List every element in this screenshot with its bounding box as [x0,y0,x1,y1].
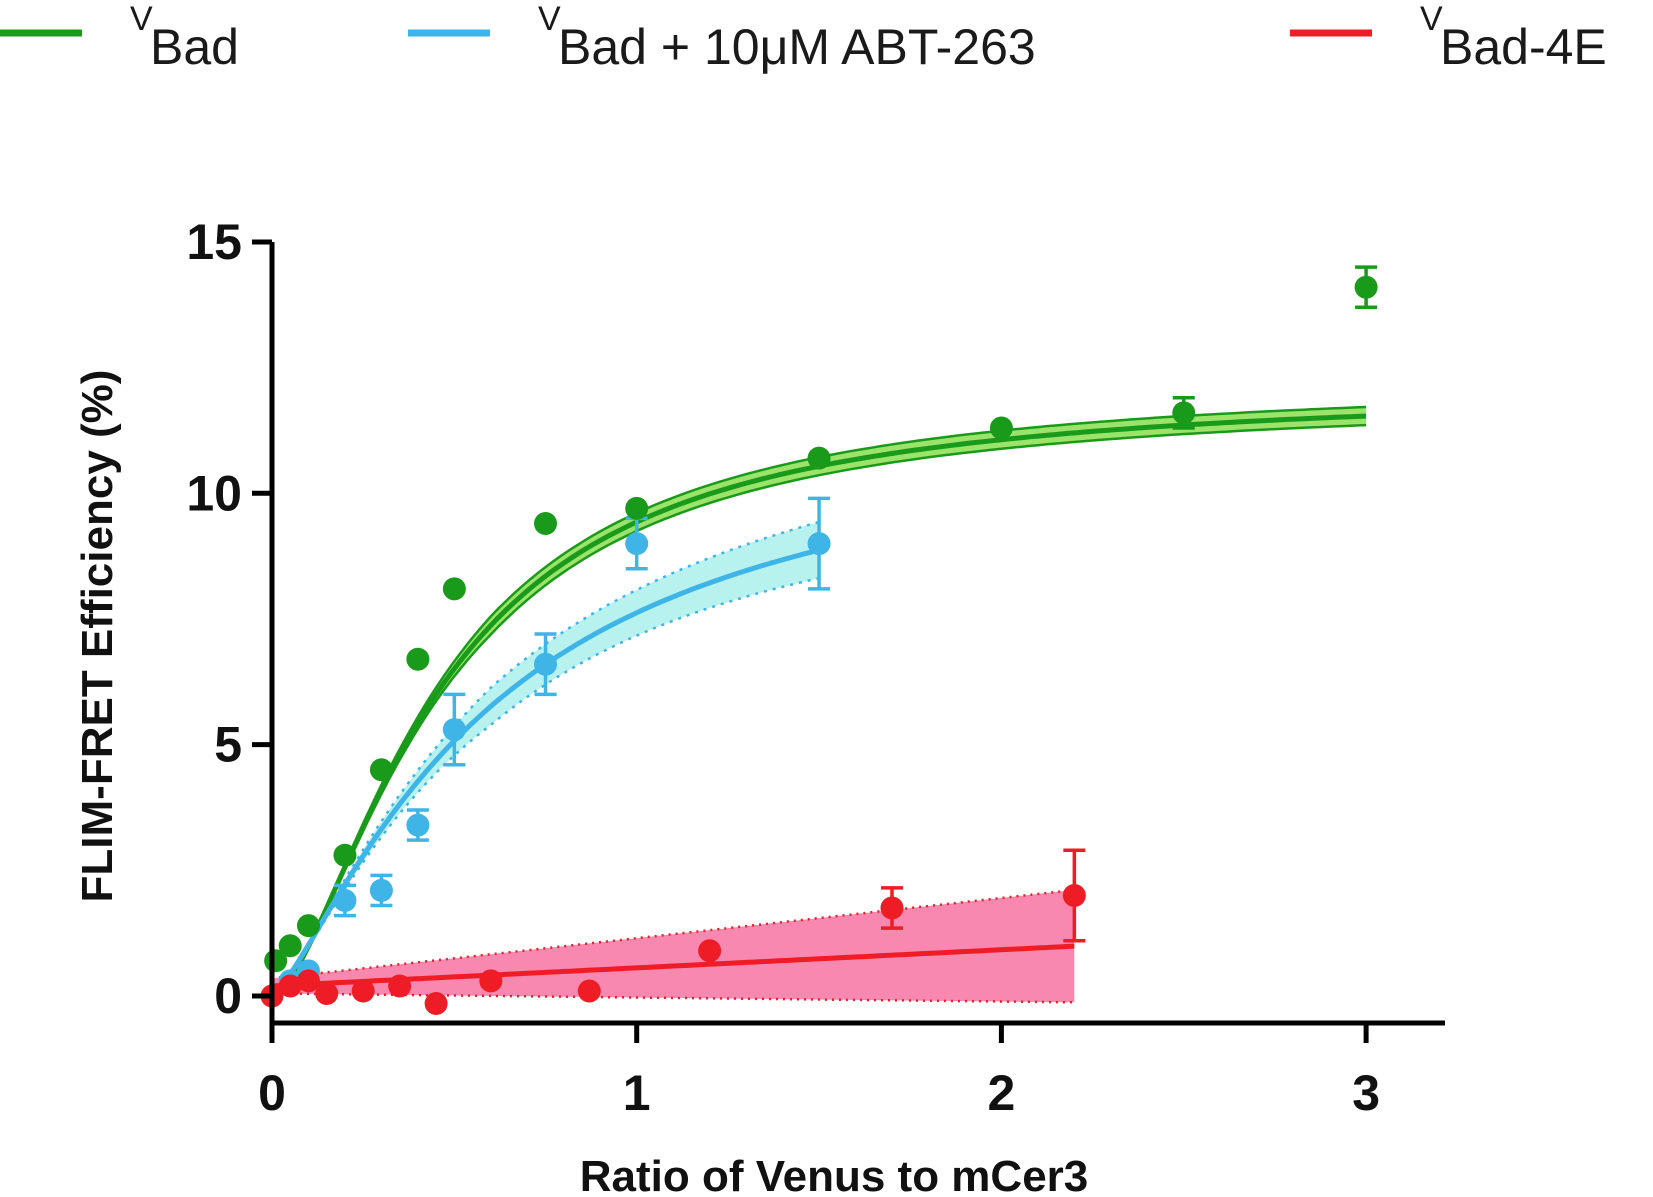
confidence-band-lower [271,423,1367,998]
data-point [333,843,357,867]
legend-label: Bad [150,19,239,75]
data-point [807,446,831,470]
data-point [369,878,393,902]
confidence-band-upper [271,520,820,997]
legend-label: Bad + 10μM ABT-263 [558,19,1036,75]
error-bars [333,265,1378,943]
y-tick-label: 5 [214,717,242,773]
axes: 0 5 10 15 0 1 2 3 [186,214,1445,1121]
data-point [351,979,375,1003]
data-points [260,275,1378,1016]
data-point [534,652,558,676]
y-tick-label: 15 [186,214,242,270]
data-point [577,979,601,1003]
data-point [698,939,722,963]
x-tick-label: 1 [623,1065,651,1121]
confidence-bands [271,405,1367,1004]
data-point [278,934,302,958]
y-tick-label: 0 [214,968,242,1024]
y-axis-title: FLIM-FRET Efficiency (%) [73,370,122,903]
data-point [442,577,466,601]
legend-superscript: V [1420,0,1443,38]
confidence-band [272,522,819,996]
data-point [807,532,831,556]
data-point [479,969,503,993]
data-point [296,914,320,938]
confidence-band-lower [271,577,820,998]
data-point [406,647,430,671]
data-point [424,992,448,1016]
data-point [369,758,393,782]
data-point [625,532,649,556]
legend-superscript: V [130,0,153,38]
legend-label: Bad-4E [1440,19,1607,75]
x-axis-title: Ratio of Venus to mCer3 [580,1152,1089,1197]
x-tick-label: 3 [1352,1065,1380,1121]
y-tick-label: 10 [186,465,242,521]
data-point [1172,401,1196,425]
data-point [296,969,320,993]
data-point [388,974,412,998]
data-point [442,718,466,742]
data-point [315,981,339,1005]
data-point [534,511,558,535]
data-point [625,496,649,520]
data-point [278,974,302,998]
x-tick-label: 0 [258,1065,286,1121]
data-point [1062,883,1086,907]
data-point [989,416,1013,440]
legend-superscript: V [538,0,561,38]
confidence-band-upper [271,888,1075,980]
x-tick-label: 2 [987,1065,1015,1121]
data-point [1354,275,1378,299]
data-point [333,888,357,912]
data-point [880,896,904,920]
data-point [406,813,430,837]
